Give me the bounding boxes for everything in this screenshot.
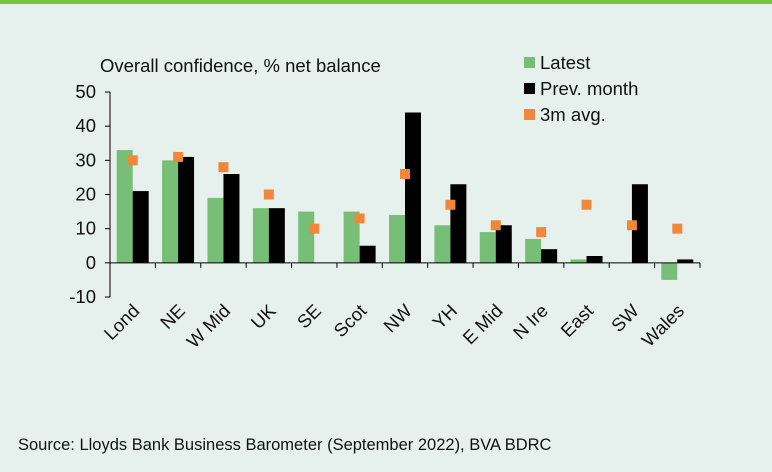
bar-latest: [525, 238, 542, 263]
legend-prev-month-swatch: [524, 83, 535, 94]
confidence-chart: Overall confidence, % net balance -10 0 10 2…: [69, 52, 701, 352]
marker-3m-avg: [127, 155, 138, 166]
bar-prev-month: [677, 259, 694, 263]
y-tick-label: 0: [86, 252, 96, 273]
bar-prev-month: [495, 225, 512, 263]
x-category-label: East: [556, 300, 597, 341]
legend-3m-avg-label: 3m avg.: [540, 104, 606, 125]
x-category-label: E Mid: [458, 300, 506, 348]
x-category-label: UK: [247, 300, 280, 333]
bar-prev-month: [450, 184, 467, 263]
marker-3m-avg: [309, 223, 320, 234]
y-tick-label: 10: [75, 218, 96, 239]
bar-prev-month: [268, 208, 285, 263]
marker-3m-avg: [672, 223, 683, 234]
marker-3m-avg: [400, 169, 410, 179]
x-category-label: NE: [156, 300, 189, 333]
marker-3m-avg: [445, 199, 456, 210]
marker-3m-avg: [581, 199, 592, 210]
x-category-label: Scot: [329, 300, 370, 341]
legend-latest-label: Latest: [540, 52, 590, 73]
bar-prev-month: [541, 249, 558, 263]
legend-prev-month-label: Prev. month: [540, 78, 638, 99]
y-tick-label: 50: [75, 81, 96, 102]
marker-3m-avg: [626, 220, 637, 231]
legend-latest-swatch: [524, 57, 535, 68]
marker-3m-avg: [263, 189, 274, 200]
marker-3m-avg: [490, 220, 501, 231]
bar-prev-month: [586, 256, 603, 263]
y-tick-label: 20: [75, 184, 96, 205]
top-accent-rule: [0, 0, 772, 4]
bar-prev-month: [405, 112, 421, 263]
y-tick-label: 40: [75, 115, 96, 136]
bar-latest: [298, 211, 315, 263]
bar-latest: [116, 150, 133, 263]
bar-prev-month: [178, 156, 195, 263]
bar-latest: [252, 208, 269, 263]
x-category-label: W Mid: [182, 300, 234, 352]
chart-title: Overall confidence, % net balance: [100, 55, 381, 76]
bar-prev-month: [359, 245, 376, 263]
bar-prev-month: [223, 174, 240, 263]
x-category-label: Lond: [100, 300, 144, 344]
x-category-label: SE: [293, 300, 325, 332]
y-tick-label: -10: [69, 286, 96, 307]
bar-prev-month: [631, 184, 648, 263]
bar-latest: [162, 160, 179, 263]
marker-3m-avg: [354, 213, 365, 224]
bar-latest: [207, 197, 224, 263]
bar-prev-month: [132, 191, 149, 263]
bar-latest: [570, 259, 587, 263]
x-category-label: YH: [428, 300, 461, 333]
bar-latest: [389, 215, 405, 263]
marker-3m-avg: [218, 162, 229, 173]
x-category-label: Wales: [637, 300, 688, 351]
x-category-label: N Ire: [509, 300, 552, 343]
x-category-label: NW: [379, 300, 416, 337]
source-note: Source: Lloyds Bank Business Barometer (…: [18, 436, 552, 454]
marker-3m-avg: [536, 227, 547, 238]
x-category-label: SW: [607, 300, 643, 336]
bar-latest: [343, 211, 360, 263]
marker-3m-avg: [173, 151, 184, 162]
y-tick-label: 30: [75, 149, 96, 170]
bar-latest: [661, 262, 678, 280]
bar-latest: [479, 232, 496, 263]
bar-latest: [434, 225, 451, 263]
legend-3m-avg-swatch: [524, 109, 535, 120]
